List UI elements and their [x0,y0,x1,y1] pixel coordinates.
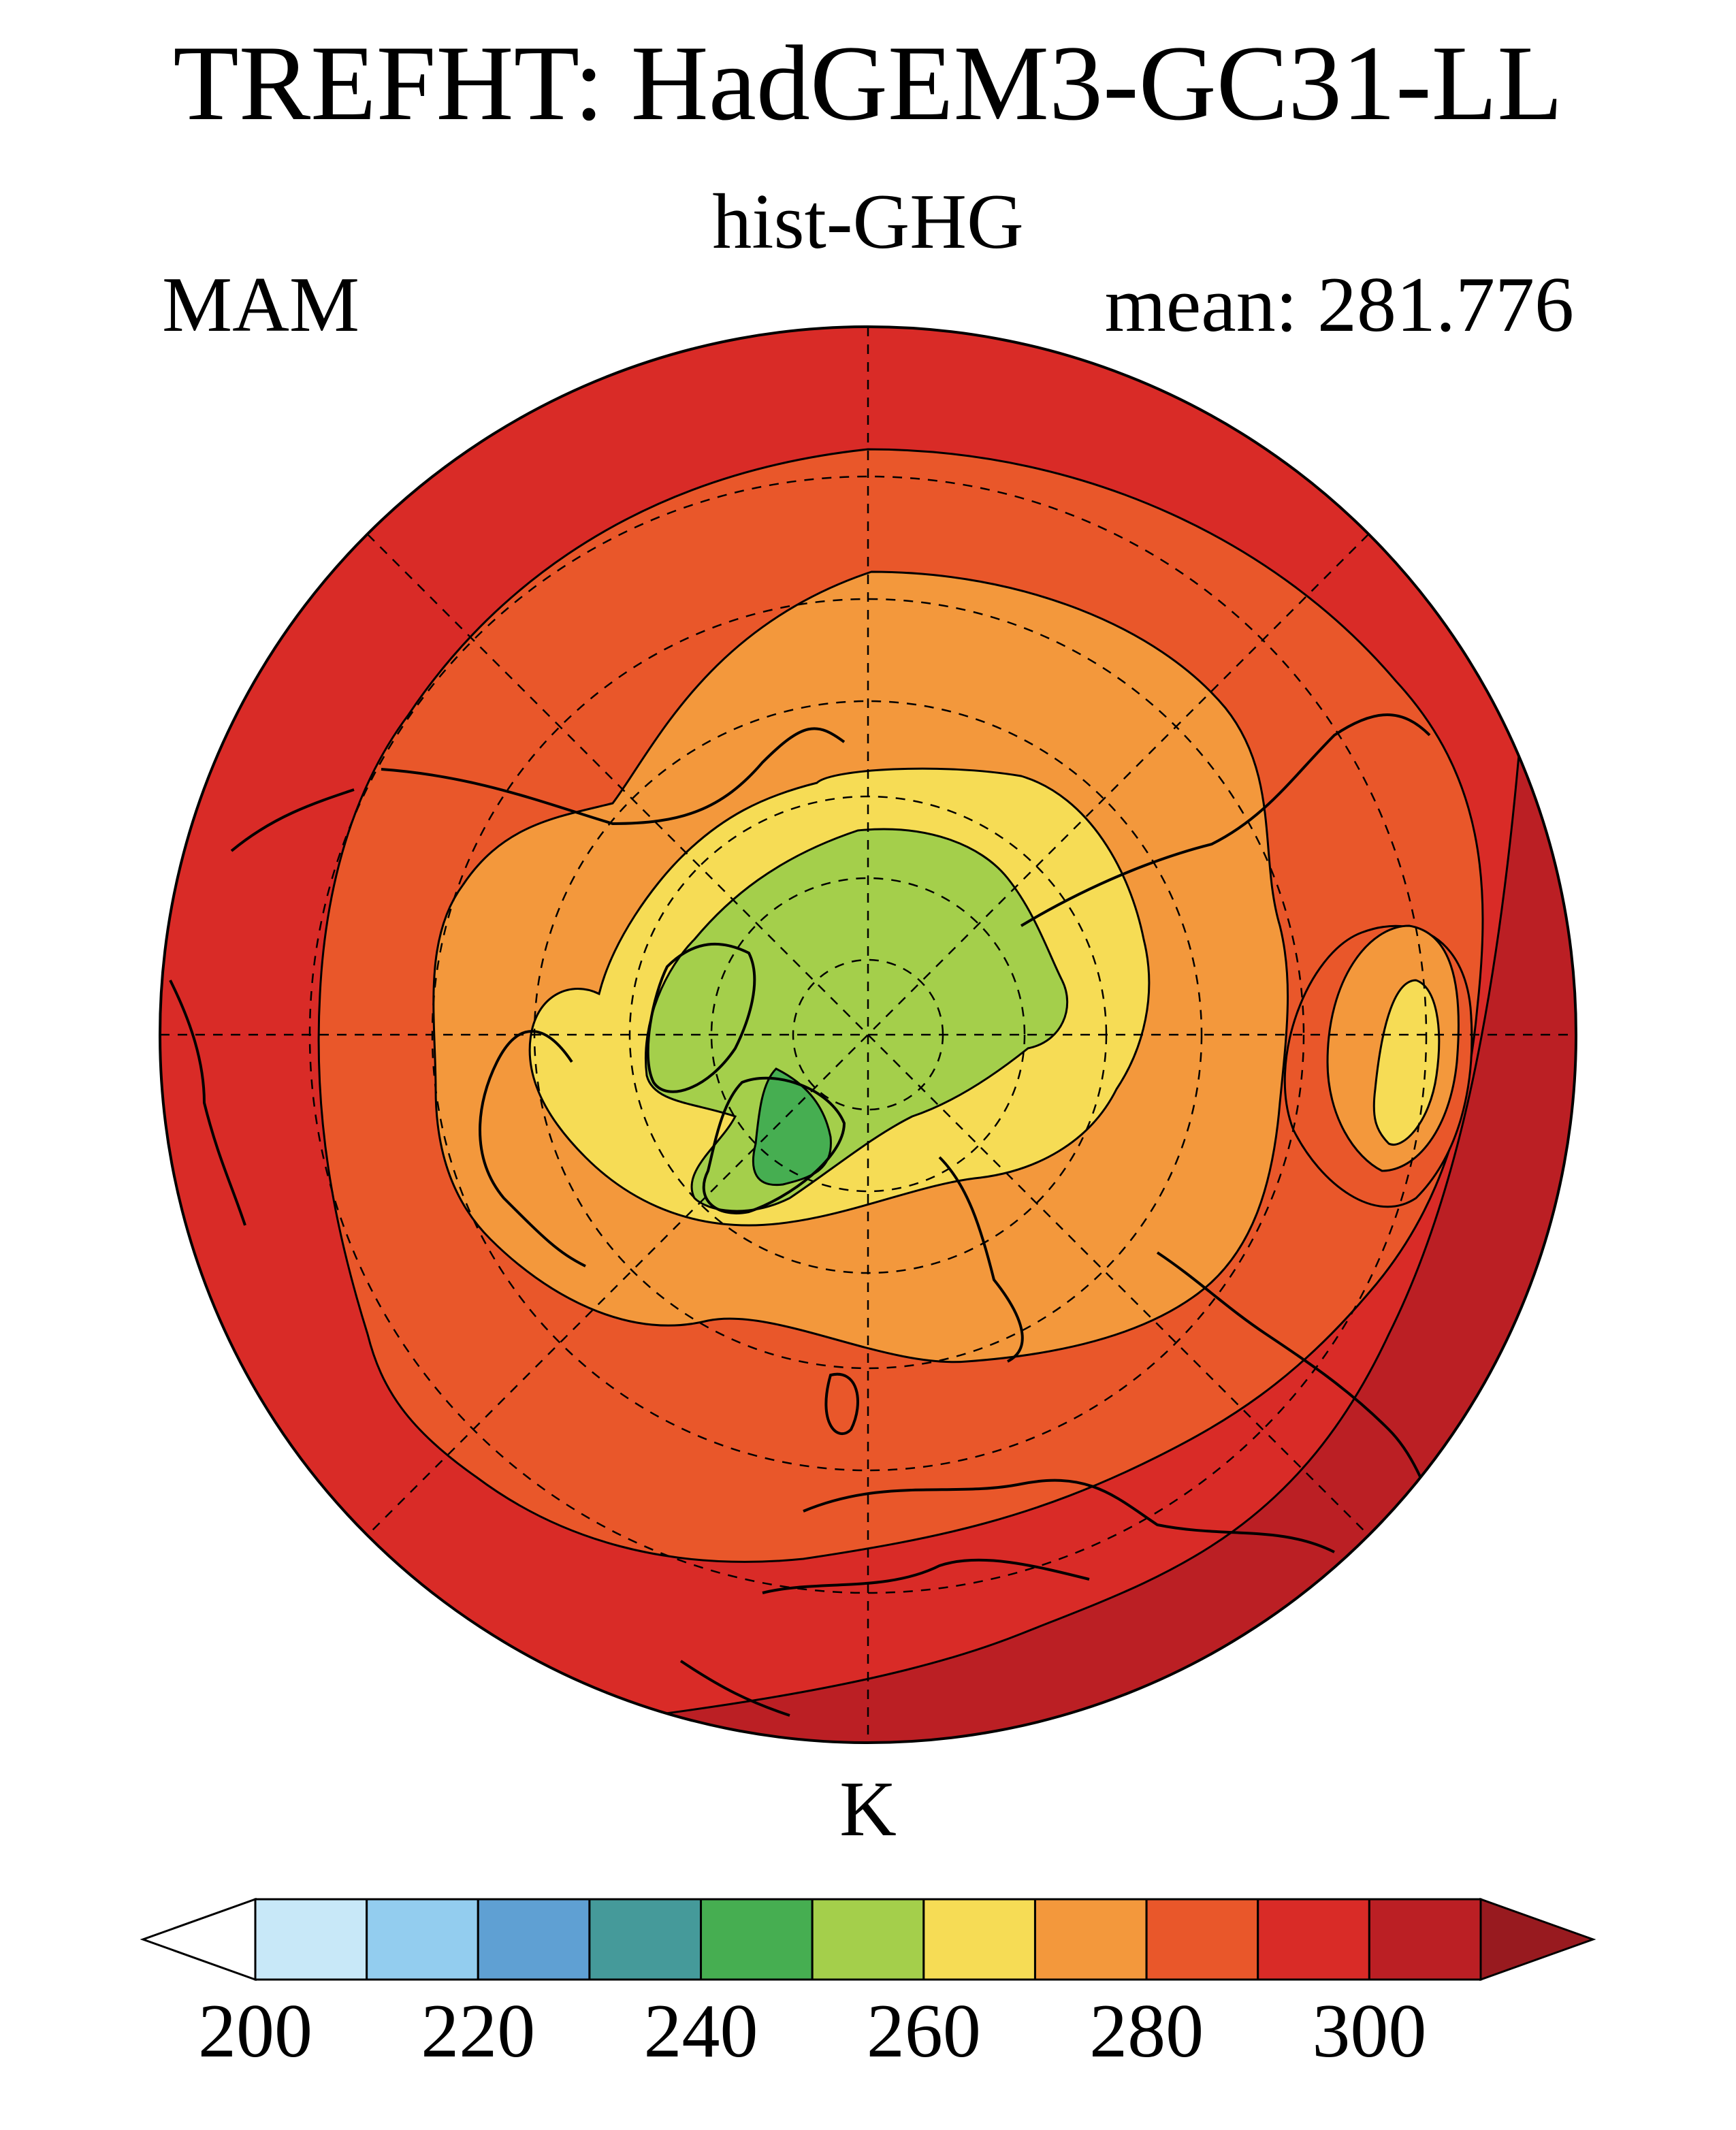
colorbar-swatch [1033,1898,1148,1981]
experiment-label: hist-GHG [712,178,1024,265]
colorbar-swatch [366,1898,479,1981]
colorbar-swatch [700,1898,814,1981]
colorbar-swatch [477,1898,591,1981]
colorbar-tick-label: 220 [421,1989,536,2073]
band-250-260 [644,828,1069,1212]
season-label: MAM [162,261,360,349]
graticule [160,327,1576,1743]
colorbar-units: K [839,1766,897,1853]
colorbar-swatch [588,1898,703,1981]
colorbar-swatch [1145,1898,1259,1981]
colorbar-swatch [811,1898,925,1981]
colorbar-swatch [922,1898,1036,1981]
colorbar-swatch [1257,1898,1370,1981]
colorbar-tick-label: 260 [866,1989,981,2073]
colorbar-extend-high [1479,1897,1596,1982]
colorbar-swatch [1368,1898,1482,1981]
band-260-270-pacific [1372,979,1441,1146]
band-240-250 [752,1067,832,1187]
colorbar-swatch [254,1898,368,1981]
colorbar-tick-label: 240 [643,1989,758,2073]
colorbar-tick-label: 200 [198,1989,312,2073]
chart-title: TREFHT: HadGEM3-GC31-LL [173,24,1563,143]
coastlines [169,713,1445,1717]
colorbar-extend-low [140,1897,257,1982]
map-boundary [159,325,1577,1744]
colorbar-tick-label: 280 [1089,1989,1204,2073]
colorbar-tick-label: 300 [1312,1989,1427,2073]
mean-value-label: mean: 281.776 [1104,261,1574,349]
